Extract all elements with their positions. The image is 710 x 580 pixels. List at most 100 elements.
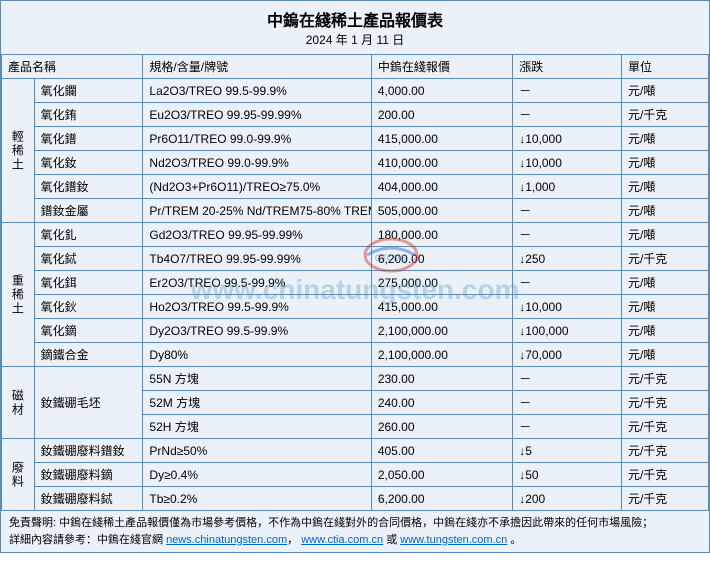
cell-change: － bbox=[513, 271, 622, 295]
main-title: 中鎢在綫稀土產品報價表 bbox=[1, 7, 709, 31]
footer-link2[interactable]: www.ctia.com.cn bbox=[301, 534, 383, 546]
header-unit: 單位 bbox=[621, 55, 708, 79]
table-row: 鐠釹金屬Pr/TREM 20-25% Nd/TREM75-80% TREM≥98… bbox=[2, 199, 709, 223]
product-name: 氧化鐠釹 bbox=[34, 175, 143, 199]
date-line: 2024 年 1 月 11 日 bbox=[1, 31, 709, 52]
cell-unit: 元/噸 bbox=[621, 79, 708, 103]
cell-spec: 52M 方塊 bbox=[143, 391, 371, 415]
product-name: 鏑鐵合金 bbox=[34, 343, 143, 367]
cell-spec: 52H 方塊 bbox=[143, 415, 371, 439]
disclaimer-label: 免責聲明: bbox=[9, 517, 56, 529]
cell-price: 415,000.00 bbox=[371, 295, 512, 319]
product-name: 釹鐵硼毛坯 bbox=[34, 367, 143, 439]
cell-unit: 元/噸 bbox=[621, 175, 708, 199]
footer-link3[interactable]: www.tungsten.com.cn bbox=[400, 534, 507, 546]
price-table: 產品名稱 規格/含量/牌號 中鎢在綫報價 漲跌 單位 輕稀土氧化鑭La2O3/T… bbox=[1, 54, 709, 511]
cell-unit: 元/千克 bbox=[621, 247, 708, 271]
cell-unit: 元/噸 bbox=[621, 295, 708, 319]
table-row: 氧化鋱Tb4O7/TREO 99.95-99.99%6,200.00↓250元/… bbox=[2, 247, 709, 271]
cell-unit: 元/噸 bbox=[621, 271, 708, 295]
cell-spec: Eu2O3/TREO 99.95-99.99% bbox=[143, 103, 371, 127]
footer-or: 或 bbox=[386, 534, 400, 546]
header-name: 產品名稱 bbox=[2, 55, 143, 79]
table-row: 氧化鉺Er2O3/TREO 99.5-99.9%275,000.00－元/噸 bbox=[2, 271, 709, 295]
product-name: 氧化釓 bbox=[34, 223, 143, 247]
cell-price: 505,000.00 bbox=[371, 199, 512, 223]
cell-unit: 元/噸 bbox=[621, 343, 708, 367]
table-row: 釹鐵硼廢料鏑Dy≥0.4%2,050.00↓50元/千克 bbox=[2, 463, 709, 487]
header-row: 產品名稱 規格/含量/牌號 中鎢在綫報價 漲跌 單位 bbox=[2, 55, 709, 79]
category-cell: 重稀土 bbox=[2, 223, 35, 367]
cell-spec: Tb≥0.2% bbox=[143, 487, 371, 511]
cell-change: － bbox=[513, 367, 622, 391]
cell-change: － bbox=[513, 223, 622, 247]
watermark-logo: CTOMS bbox=[361, 235, 421, 275]
cell-unit: 元/千克 bbox=[621, 439, 708, 463]
table-row: 氧化鐠Pr6O11/TREO 99.0-99.9%415,000.00↓10,0… bbox=[2, 127, 709, 151]
cell-spec: Er2O3/TREO 99.5-99.9% bbox=[143, 271, 371, 295]
cell-unit: 元/噸 bbox=[621, 127, 708, 151]
cell-spec: Pr/TREM 20-25% Nd/TREM75-80% TREM≥98.5% bbox=[143, 199, 371, 223]
svg-text:CTOMS: CTOMS bbox=[374, 253, 406, 263]
header-change: 漲跌 bbox=[513, 55, 622, 79]
cell-price: 410,000.00 bbox=[371, 151, 512, 175]
cell-change: ↓250 bbox=[513, 247, 622, 271]
cell-spec: Dy≥0.4% bbox=[143, 463, 371, 487]
footer-link1[interactable]: news.chinatungsten.com bbox=[166, 534, 287, 546]
cell-price: 2,100,000.00 bbox=[371, 319, 512, 343]
cell-spec: Pr6O11/TREO 99.0-99.9% bbox=[143, 127, 371, 151]
product-name: 釹鐵硼廢料鐠釹 bbox=[34, 439, 143, 463]
footer-period: 。 bbox=[510, 534, 521, 546]
cell-unit: 元/千克 bbox=[621, 103, 708, 127]
cell-spec: 55N 方塊 bbox=[143, 367, 371, 391]
footer: 免責聲明: 中鎢在綫稀土產品報價僅為市場參考價格，不作為中鎢在綫對外的合同價格，… bbox=[1, 511, 709, 552]
product-name: 氧化鑭 bbox=[34, 79, 143, 103]
cell-spec: La2O3/TREO 99.5-99.9% bbox=[143, 79, 371, 103]
cell-change: ↓10,000 bbox=[513, 295, 622, 319]
category-cell: 輕稀土 bbox=[2, 79, 35, 223]
cell-change: ↓70,000 bbox=[513, 343, 622, 367]
table-body: 輕稀土氧化鑭La2O3/TREO 99.5-99.9%4,000.00－元/噸氧… bbox=[2, 79, 709, 511]
cell-spec: PrNd≥50% bbox=[143, 439, 371, 463]
product-name: 氧化鐠 bbox=[34, 127, 143, 151]
table-row: 釹鐵硼廢料鋱Tb≥0.2%6,200.00↓200元/千克 bbox=[2, 487, 709, 511]
cell-price: 240.00 bbox=[371, 391, 512, 415]
cell-price: 2,100,000.00 bbox=[371, 343, 512, 367]
cell-change: － bbox=[513, 415, 622, 439]
cell-unit: 元/千克 bbox=[621, 367, 708, 391]
header-spec: 規格/含量/牌號 bbox=[143, 55, 371, 79]
cell-spec: (Nd2O3+Pr6O11)/TREO≥75.0% bbox=[143, 175, 371, 199]
cell-unit: 元/噸 bbox=[621, 223, 708, 247]
title-area: 中鎢在綫稀土產品報價表 2024 年 1 月 11 日 bbox=[1, 1, 709, 54]
cell-change: － bbox=[513, 79, 622, 103]
cell-unit: 元/噸 bbox=[621, 199, 708, 223]
cell-change: － bbox=[513, 199, 622, 223]
cell-spec: Dy2O3/TREO 99.5-99.9% bbox=[143, 319, 371, 343]
product-name: 釹鐵硼廢料鏑 bbox=[34, 463, 143, 487]
product-name: 釹鐵硼廢料鋱 bbox=[34, 487, 143, 511]
cell-price: 6,200.00 bbox=[371, 487, 512, 511]
cell-change: － bbox=[513, 103, 622, 127]
table-row: 廢料釹鐵硼廢料鐠釹PrNd≥50%405.00↓5元/千克 bbox=[2, 439, 709, 463]
product-name: 氧化銪 bbox=[34, 103, 143, 127]
cell-change: ↓10,000 bbox=[513, 127, 622, 151]
product-name: 氧化鏑 bbox=[34, 319, 143, 343]
cell-spec: Tb4O7/TREO 99.95-99.99% bbox=[143, 247, 371, 271]
table-row: 鏑鐵合金Dy80%2,100,000.00↓70,000元/噸 bbox=[2, 343, 709, 367]
product-name: 鐠釹金屬 bbox=[34, 199, 143, 223]
table-row: 氧化鈥Ho2O3/TREO 99.5-99.9%415,000.00↓10,00… bbox=[2, 295, 709, 319]
cell-change: ↓5 bbox=[513, 439, 622, 463]
cell-change: ↓100,000 bbox=[513, 319, 622, 343]
cell-price: 230.00 bbox=[371, 367, 512, 391]
cell-spec: Ho2O3/TREO 99.5-99.9% bbox=[143, 295, 371, 319]
cell-price: 4,000.00 bbox=[371, 79, 512, 103]
cell-price: 415,000.00 bbox=[371, 127, 512, 151]
table-row: 氧化銪Eu2O3/TREO 99.95-99.99%200.00－元/千克 bbox=[2, 103, 709, 127]
cell-price: 405.00 bbox=[371, 439, 512, 463]
cell-unit: 元/千克 bbox=[621, 463, 708, 487]
cell-spec: Gd2O3/TREO 99.95-99.99% bbox=[143, 223, 371, 247]
price-table-container: 中鎢在綫稀土產品報價表 2024 年 1 月 11 日 產品名稱 規格/含量/牌… bbox=[0, 0, 710, 553]
cell-unit: 元/千克 bbox=[621, 415, 708, 439]
product-name: 氧化鈥 bbox=[34, 295, 143, 319]
product-name: 氧化釹 bbox=[34, 151, 143, 175]
